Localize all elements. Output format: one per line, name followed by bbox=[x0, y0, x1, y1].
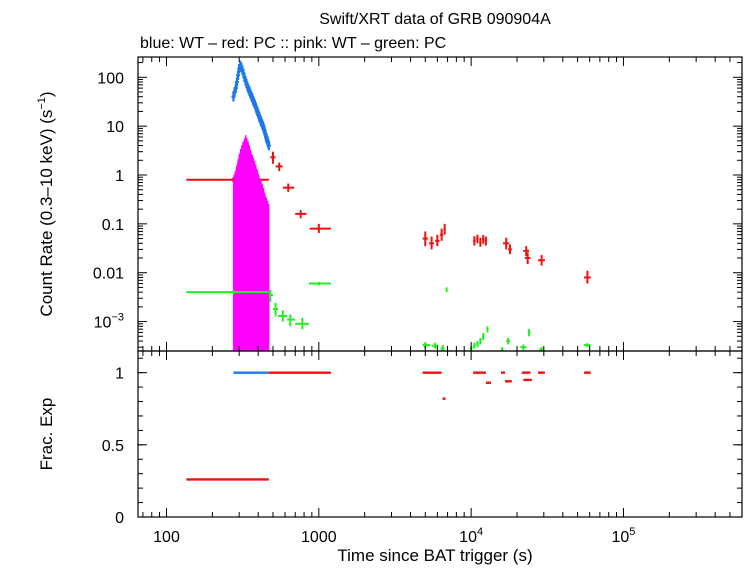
x-tick-label: 100 bbox=[153, 529, 180, 546]
frac-exp-frame bbox=[137, 350, 743, 518]
count-rate-tick-label-exp: −3 bbox=[111, 312, 124, 324]
x-tick-label-exp: 5 bbox=[629, 526, 635, 538]
x-tick-label-exp: 4 bbox=[477, 526, 483, 538]
count-rate-y-label-main: Count Rate (0.3–10 keV) (s bbox=[37, 110, 56, 317]
count-rate-y-label-end: ) bbox=[37, 91, 56, 97]
x-axis-label: Time since BAT trigger (s) bbox=[337, 546, 532, 565]
frac-exp-y-ticks: 00.51 bbox=[102, 357, 742, 527]
x-tick-label: 105 bbox=[612, 526, 636, 546]
x-tick-label: 104 bbox=[459, 526, 483, 546]
chart-subtitle: blue: WT – red: PC :: pink: WT – green: … bbox=[140, 35, 446, 52]
count-rate-tick-label: 0.01 bbox=[93, 266, 124, 283]
x-axis-ticks: 100 1000 104 105 bbox=[142, 57, 743, 546]
x-tick-label: 1000 bbox=[301, 529, 337, 546]
frac-exp-tick-label: 0 bbox=[115, 510, 124, 527]
pink-wt-band bbox=[232, 134, 270, 352]
count-rate-tick-label: 10 bbox=[106, 119, 124, 136]
count-rate-y-axis-label: Count Rate (0.3–10 keV) (s−1) bbox=[36, 91, 56, 316]
count-rate-tick-label: 100 bbox=[97, 70, 124, 87]
frac-exp-tick-label: 1 bbox=[115, 366, 124, 383]
count-rate-frame bbox=[137, 56, 743, 352]
frac-exp-y-axis-label: Frac. Exp bbox=[37, 398, 56, 471]
fraction-exposure-panel bbox=[186, 371, 591, 481]
count-rate-y-label-exp: −1 bbox=[36, 97, 48, 110]
count-rate-tick-label: 1 bbox=[115, 168, 124, 185]
frac-exp-tick-label: 0.5 bbox=[102, 438, 124, 455]
count-rate-panel bbox=[186, 60, 591, 352]
count-rate-tick-label: 0.1 bbox=[102, 217, 124, 234]
count-rate-tick-label: 10−3 bbox=[94, 312, 124, 332]
chart-title: Swift/XRT data of GRB 090904A bbox=[319, 11, 551, 28]
count-rate-y-ticks: 100 10 1 0.1 0.01 10−3 bbox=[93, 62, 742, 348]
